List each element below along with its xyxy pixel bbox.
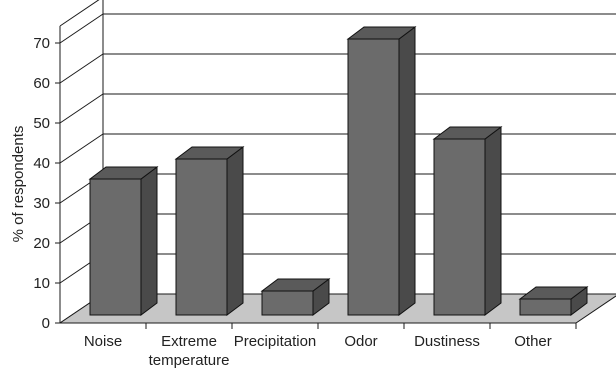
labels: 0 10 20 30 40 50 60 70 Noise Extreme temperaturePr…: [33, 35, 551, 369]
y-tick-label: 70: [33, 35, 50, 52]
bar: [260, 278, 331, 316]
axes: [55, 26, 577, 329]
y-tick-label: 20: [33, 235, 50, 252]
bar-side: [484, 126, 502, 316]
bar: [432, 126, 503, 316]
y-tick-label: 30: [33, 195, 50, 212]
side-gridline: [59, 53, 104, 84]
x-tick-label: Extreme temperature: [149, 333, 230, 369]
side-gridline: [59, 13, 104, 44]
x-tick-label: Noise: [84, 333, 122, 350]
bar: [346, 26, 417, 316]
bar-side: [140, 166, 158, 316]
side-gridline: [59, 93, 104, 124]
bar-front: [433, 138, 486, 316]
x-tick-label: Other: [514, 333, 552, 350]
bar-side: [226, 146, 244, 316]
y-tick-label: 50: [33, 115, 50, 132]
x-tick-label: Precipitation: [234, 333, 317, 350]
x-tick-label: Odor: [344, 333, 377, 350]
side-wall-top-edge: [59, 0, 100, 27]
bar-front: [261, 290, 314, 316]
bar: [174, 146, 245, 316]
y-tick-label: 0: [42, 315, 50, 332]
bar: [518, 286, 589, 316]
y-axis-title: % of respondents: [10, 126, 27, 243]
y-tick-label: 40: [33, 155, 50, 172]
bars: [88, 26, 589, 316]
x-tick-label: Dustiness: [414, 333, 480, 350]
bar-side: [398, 26, 416, 316]
bar-front: [519, 298, 572, 316]
bar-front: [347, 38, 400, 316]
y-tick-label: 10: [33, 275, 50, 292]
bar-front: [175, 158, 228, 316]
side-gridline: [59, 133, 104, 164]
bar-front: [89, 178, 142, 316]
bar: [88, 166, 159, 316]
y-tick-label: 60: [33, 75, 50, 92]
